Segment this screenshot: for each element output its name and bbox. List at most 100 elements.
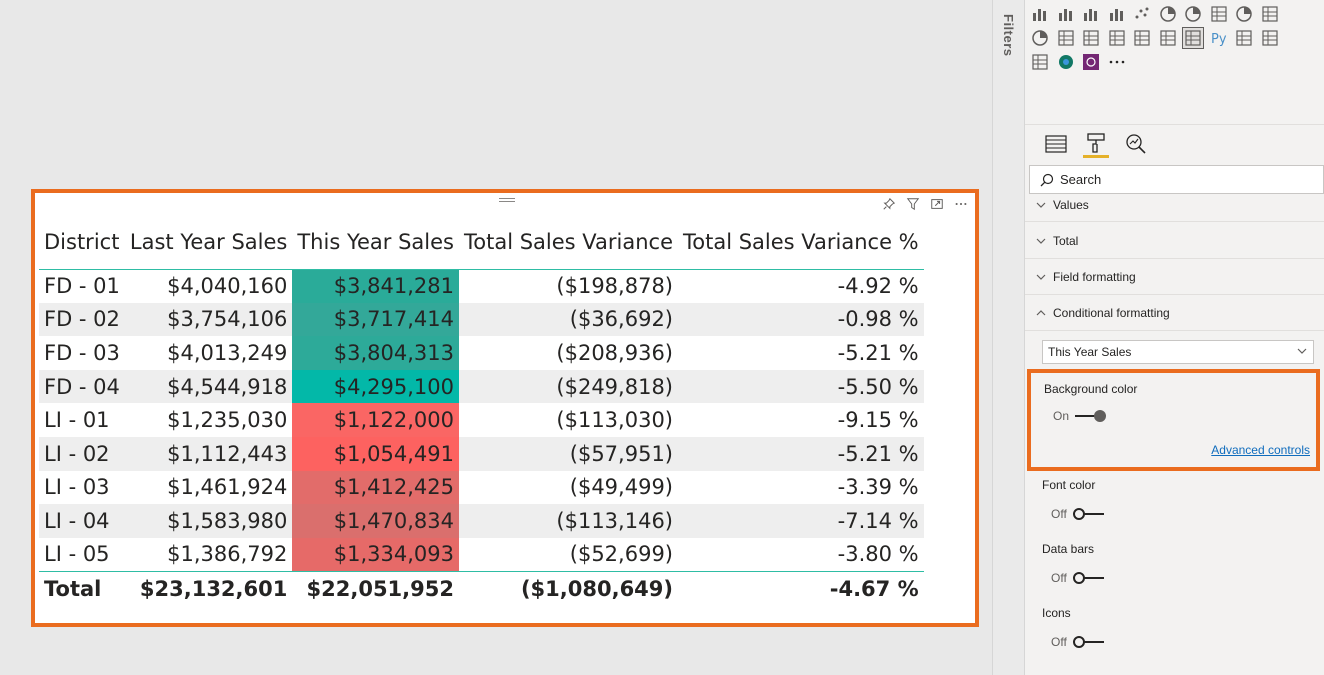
section-values[interactable]: Values bbox=[1025, 188, 1324, 222]
smart-narrative-icon[interactable] bbox=[1056, 52, 1076, 72]
cell-sales-variance-pct: -5.21 % bbox=[678, 436, 924, 471]
cell-sales-variance: ($57,951) bbox=[458, 436, 678, 471]
slicer-icon[interactable] bbox=[1132, 28, 1152, 48]
cell-district: FD - 03 bbox=[44, 340, 120, 365]
cell-district: FD - 04 bbox=[39, 369, 125, 404]
sales-table: District Last Year Sales This Year Sales… bbox=[39, 219, 924, 606]
data-bars-toggle-row: Off bbox=[1051, 571, 1107, 585]
section-total[interactable]: Total bbox=[1025, 223, 1324, 259]
chevron-up-icon bbox=[1033, 309, 1049, 316]
font-color-toggle-row: Off bbox=[1051, 507, 1107, 521]
cell-last-year-sales: $1,461,924 bbox=[167, 475, 288, 500]
clustered-column-chart-icon[interactable] bbox=[1081, 4, 1101, 24]
filled-map-icon[interactable] bbox=[1260, 4, 1280, 24]
background-color-toggle-row: On bbox=[1053, 409, 1109, 423]
format-tab-paint-roller-icon[interactable] bbox=[1083, 130, 1109, 158]
total-row: Total $23,132,601 $22,051,952 ($1,080,64… bbox=[39, 570, 924, 606]
divider bbox=[1025, 124, 1324, 125]
table-row: LI - 05 $1,386,792 $1,334,093 ($52,699) -3.8… bbox=[39, 537, 924, 572]
treemap-icon[interactable] bbox=[1209, 4, 1229, 24]
cell-district: LI - 02 bbox=[39, 436, 125, 471]
pie-chart-icon[interactable] bbox=[1158, 4, 1178, 24]
table-row: LI - 03 $1,461,924 $1,412,425 ($49,499) -3.3… bbox=[39, 470, 924, 505]
scatter-chart-icon[interactable] bbox=[1132, 4, 1152, 24]
section-label: Conditional formatting bbox=[1053, 305, 1170, 320]
card-icon[interactable] bbox=[1056, 28, 1076, 48]
cell-this-year-sales: $1,334,093 bbox=[292, 537, 459, 572]
focus-mode-icon[interactable] bbox=[929, 196, 945, 212]
section-field-formatting[interactable]: Field formatting bbox=[1025, 259, 1324, 295]
format-search-input[interactable]: Search bbox=[1029, 165, 1324, 194]
total-last-year-sales: $23,132,601 bbox=[124, 570, 293, 606]
section-label: Total bbox=[1053, 233, 1079, 248]
key-influencers-icon[interactable] bbox=[1234, 28, 1254, 48]
background-color-toggle[interactable] bbox=[1075, 410, 1109, 422]
cell-district: FD - 02 bbox=[39, 302, 125, 337]
column-header-total-sales-variance[interactable]: Total Sales Variance bbox=[458, 219, 678, 270]
column-header-total-sales-variance-pct[interactable]: Total Sales Variance % bbox=[678, 219, 924, 270]
column-header-this-year-sales[interactable]: This Year Sales bbox=[292, 219, 459, 270]
font-color-state: Off bbox=[1051, 507, 1067, 521]
icons-state: Off bbox=[1051, 635, 1067, 649]
background-color-state: On bbox=[1053, 409, 1070, 423]
advanced-controls-link[interactable]: Advanced controls bbox=[1211, 443, 1310, 457]
cell-sales-variance-pct: -3.80 % bbox=[837, 542, 919, 567]
kpi-icon[interactable] bbox=[1107, 28, 1127, 48]
filters-label[interactable]: Filters bbox=[1001, 14, 1016, 57]
filter-icon[interactable] bbox=[905, 196, 921, 212]
matrix-visual[interactable]: District Last Year Sales This Year Sales… bbox=[31, 189, 979, 627]
cell-sales-variance-pct: -9.15 % bbox=[837, 408, 919, 433]
cell-last-year-sales: $4,013,249 bbox=[167, 340, 288, 365]
cell-last-year-sales: $4,040,160 bbox=[167, 274, 288, 299]
table-row: LI - 01 $1,235,030 $1,122,000 ($113,030) -9.… bbox=[39, 403, 924, 437]
table-icon[interactable] bbox=[1158, 28, 1178, 48]
funnel-chart-icon[interactable] bbox=[1107, 4, 1127, 24]
pin-icon[interactable] bbox=[881, 196, 897, 212]
table-row: LI - 02 $1,112,443 $1,054,491 ($57,951) -5.2… bbox=[39, 436, 924, 471]
power-apps-icon[interactable] bbox=[1081, 52, 1101, 72]
decomposition-tree-icon[interactable] bbox=[1260, 28, 1280, 48]
visualizations-pane: Py Search Values Total Field formatting … bbox=[1025, 0, 1324, 675]
cell-district: LI - 01 bbox=[44, 408, 110, 433]
column-header-district[interactable]: District bbox=[39, 219, 125, 270]
python-visual-icon[interactable]: Py bbox=[1209, 28, 1229, 48]
more-options-icon[interactable] bbox=[953, 196, 969, 212]
font-color-toggle[interactable] bbox=[1072, 508, 1107, 520]
section-conditional-formatting[interactable]: Conditional formatting bbox=[1025, 295, 1324, 331]
cell-district: LI - 03 bbox=[44, 475, 110, 500]
icons-toggle[interactable] bbox=[1072, 636, 1107, 648]
total-label: Total bbox=[39, 570, 125, 606]
table-row: FD - 04 $4,544,918 $4,295,100 ($249,818) -5.… bbox=[39, 369, 924, 404]
cell-sales-variance-pct: -0.98 % bbox=[678, 302, 924, 337]
cf-field-select[interactable]: This Year Sales bbox=[1042, 340, 1314, 364]
stacked-column-chart-icon[interactable] bbox=[1056, 4, 1076, 24]
data-bars-toggle[interactable] bbox=[1072, 572, 1107, 584]
cell-this-year-sales: $3,804,313 bbox=[292, 336, 459, 370]
cell-sales-variance-pct: -4.92 % bbox=[837, 274, 919, 299]
cell-this-year-sales: $4,295,100 bbox=[292, 369, 459, 404]
drag-handle[interactable] bbox=[499, 196, 515, 204]
cell-sales-variance: ($52,699) bbox=[569, 542, 673, 567]
matrix-icon[interactable] bbox=[1182, 27, 1204, 49]
column-header-last-year-sales[interactable]: Last Year Sales bbox=[124, 219, 293, 270]
fields-tab-icon[interactable] bbox=[1043, 130, 1069, 158]
map-icon[interactable] bbox=[1234, 4, 1254, 24]
table-row: FD - 01 $4,040,160 $3,841,281 ($198,878) -4.… bbox=[39, 269, 924, 303]
filters-pane-collapsed[interactable]: Filters bbox=[992, 0, 1025, 675]
gauge-icon[interactable] bbox=[1030, 28, 1050, 48]
cell-last-year-sales: $1,235,030 bbox=[167, 408, 288, 433]
multi-row-card-icon[interactable] bbox=[1081, 28, 1101, 48]
icons-label: Icons bbox=[1042, 606, 1071, 620]
background-color-option: Background color On Advanced controls bbox=[1027, 369, 1320, 471]
qa-icon[interactable] bbox=[1030, 52, 1050, 72]
donut-chart-icon[interactable] bbox=[1183, 4, 1203, 24]
cell-last-year-sales: $1,386,792 bbox=[167, 542, 288, 567]
table-row: LI - 04 $1,583,980 $1,470,834 ($113,146) -7.… bbox=[39, 504, 924, 538]
more-visuals-icon[interactable] bbox=[1107, 52, 1127, 72]
cell-sales-variance: ($113,030) bbox=[556, 408, 673, 433]
section-label: Field formatting bbox=[1053, 269, 1136, 284]
analytics-tab-icon[interactable] bbox=[1123, 130, 1149, 158]
cell-last-year-sales: $3,754,106 bbox=[124, 302, 293, 337]
stacked-bar-chart-icon[interactable] bbox=[1030, 4, 1050, 24]
chevron-down-icon bbox=[1033, 202, 1049, 208]
